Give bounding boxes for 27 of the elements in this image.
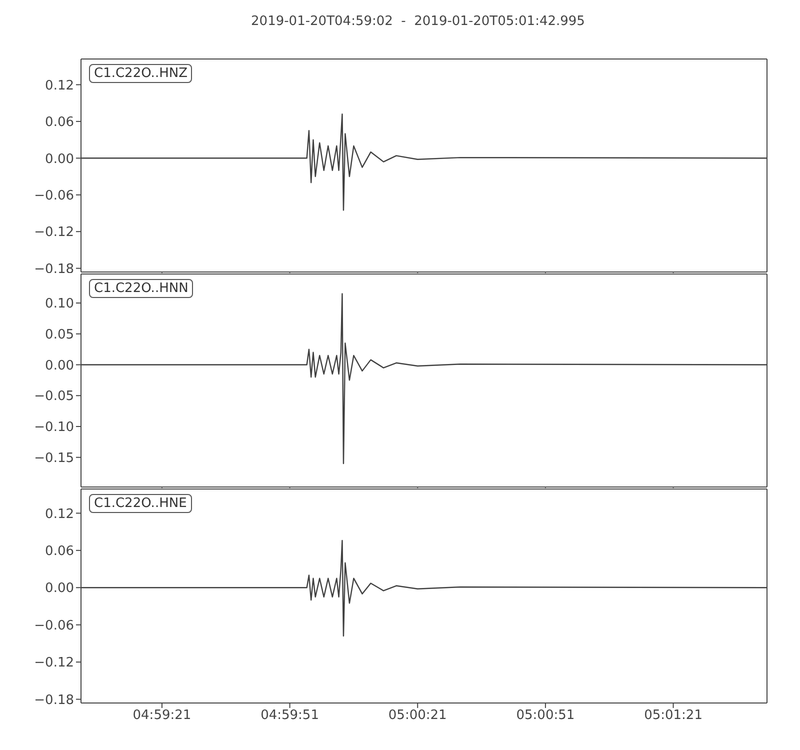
x-tick-label: 05:00:51 [516, 708, 575, 724]
x-tick-label: 04:59:51 [260, 708, 319, 724]
y-tick-label: 0.10 [45, 296, 74, 312]
y-tick-label: 0.06 [45, 544, 74, 560]
y-tick-label: −0.15 [34, 450, 74, 466]
y-tick-label: −0.12 [34, 225, 74, 240]
text: C1.C22O..HNZ [94, 66, 188, 81]
y-tick-label: −0.05 [34, 389, 74, 404]
y-tick-label: 0.00 [45, 581, 74, 596]
y-tick-label: 0.06 [45, 115, 74, 130]
text: C1.C22O..HNN [94, 281, 188, 296]
y-tick-label: −0.06 [34, 188, 74, 204]
y-tick-label: −0.18 [34, 692, 74, 708]
x-tick-label: 05:00:21 [388, 708, 447, 724]
y-tick-label: 0.05 [45, 328, 74, 342]
y-tick-label: −0.18 [34, 262, 74, 277]
y-tick-label: −0.12 [34, 656, 74, 671]
text: C1.C22O..HNE [94, 496, 187, 511]
y-tick-label: 0.12 [45, 506, 74, 522]
x-tick-label: 05:01:21 [644, 708, 702, 724]
y-tick-label: −0.06 [34, 618, 74, 634]
y-tick-label: −0.10 [34, 420, 74, 436]
chart-title: 2019-01-20T04:59:02 - 2019-01-20T05:01:42.995 [250, 13, 586, 31]
y-tick-label: 0.00 [45, 152, 74, 167]
y-tick-label: 0.00 [45, 358, 74, 374]
x-tick-label: 04:59:21 [132, 708, 192, 724]
y-tick-label: 0.12 [45, 78, 74, 94]
